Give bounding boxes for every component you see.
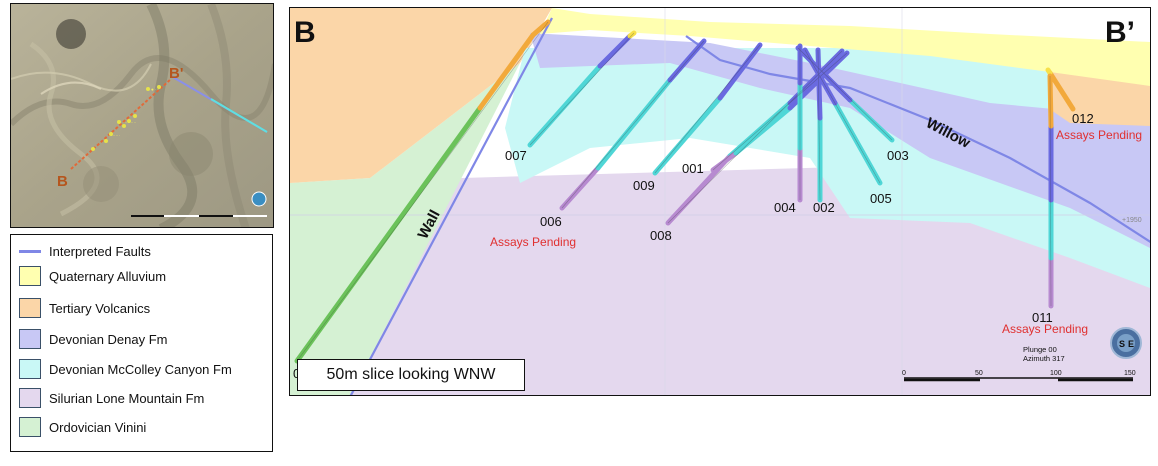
scale-tick-100: 100	[1050, 370, 1062, 377]
legend-swatch	[19, 329, 41, 349]
legend-label: Ordovician Vinini	[49, 419, 147, 435]
slice-label: 50m slice looking WNW	[297, 359, 525, 391]
legend-label: Devonian McColley Canyon Fm	[49, 361, 232, 377]
scale-tick-0: 0	[902, 370, 906, 377]
drillhole-005	[832, 100, 883, 186]
legend-item-quaternary: Quaternary Alluvium	[19, 265, 166, 287]
drillhole-007	[527, 63, 603, 148]
legend-swatch	[19, 359, 41, 379]
legend-label: Tertiary Volcanics	[49, 300, 151, 316]
orientation-compass-icon	[1110, 327, 1142, 359]
drillhole-009	[652, 95, 723, 176]
legend: Interpreted Faults Quaternary Alluvium T…	[10, 234, 273, 452]
elevation-tick: +1950	[1122, 217, 1142, 224]
map-label-b: B	[57, 173, 68, 190]
hole-label-001: 001	[682, 161, 704, 176]
legend-swatch	[19, 298, 41, 318]
drillhole-006	[559, 165, 601, 211]
legend-label: Devonian Denay Fm	[49, 331, 168, 347]
drillhole-003	[847, 97, 895, 143]
hole-label-006: 006	[540, 214, 562, 229]
hole-label-009: 009	[633, 178, 655, 193]
hole-label-005: 005	[870, 191, 892, 206]
satellite-image: ● ··· ········· ······ B' B	[11, 4, 273, 227]
legend-item-mccolley: Devonian McColley Canyon Fm	[19, 358, 232, 380]
drillhole-010-lower	[294, 105, 483, 364]
legend-item-denay: Devonian Denay Fm	[19, 328, 168, 350]
fault-willow	[685, 35, 1150, 244]
svg-text:● ···: ● ···	[151, 87, 159, 92]
drillhole-001	[710, 150, 739, 173]
legend-label: Silurian Lone Mountain Fm	[49, 390, 205, 406]
legend-item-vinini: Ordovician Vinini	[19, 416, 146, 438]
hole-label-002: 002	[813, 200, 835, 215]
cross-section: +1950 Wall Willow	[289, 7, 1151, 396]
legend-item-faults: Interpreted Faults	[19, 240, 151, 262]
hole-label-008: 008	[650, 228, 672, 243]
legend-label: Interpreted Faults	[49, 243, 151, 259]
hole-label-004: 004	[774, 200, 796, 215]
legend-swatch	[19, 388, 41, 408]
legend-swatch	[19, 266, 41, 286]
section-label-b: B	[294, 16, 316, 49]
compass-letter-s: S	[1119, 339, 1125, 349]
assays-pending-012: Assays Pending	[1056, 128, 1142, 142]
drillhole-010-upper	[477, 32, 536, 111]
assays-pending-006: Assays Pending	[490, 235, 576, 249]
assays-pending-011: Assays Pending	[1002, 322, 1088, 336]
plunge-text: Plunge 00	[1023, 345, 1057, 354]
azimuth-text: Azimuth 317	[1023, 354, 1065, 363]
hole-label-011: 011	[1032, 310, 1053, 325]
section-label-b-prime: B’	[1105, 16, 1135, 49]
location-map: ● ··· ········· ······ B' B	[10, 3, 274, 228]
scale-tick-50: 50	[975, 370, 983, 377]
compass-letter-e: E	[1128, 339, 1134, 349]
cross-section-svg: +1950 Wall Willow	[290, 8, 1150, 395]
legend-label: Quaternary Alluvium	[49, 268, 167, 284]
legend-item-tertiary: Tertiary Volcanics	[19, 297, 150, 319]
hole-label-007: 007	[505, 148, 527, 163]
legend-swatch	[19, 417, 41, 437]
fault-line-icon	[19, 249, 41, 253]
map-compass-icon	[251, 191, 267, 207]
scale-tick-150: 150	[1124, 370, 1136, 377]
scale-bar	[904, 377, 1133, 382]
fault-wall	[349, 17, 553, 395]
drillhole-012	[1047, 70, 1076, 112]
hole-label-003: 003	[887, 148, 909, 163]
map-label-b-prime: B'	[169, 65, 183, 82]
svg-text:······: ······	[111, 133, 120, 138]
legend-item-lone-mountain: Silurian Lone Mountain Fm	[19, 387, 204, 409]
hole-label-012: 012	[1072, 111, 1094, 126]
svg-text:·········: ·········	[123, 120, 137, 125]
